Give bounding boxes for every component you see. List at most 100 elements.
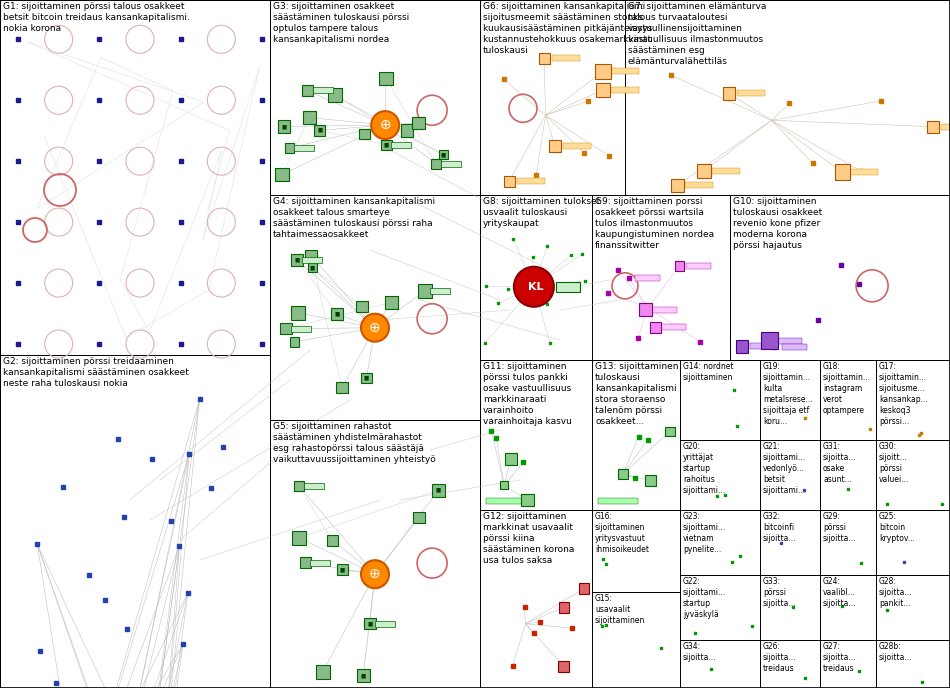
Bar — [556, 282, 580, 292]
Bar — [761, 332, 778, 349]
Text: ⊕: ⊕ — [379, 118, 391, 132]
Bar — [876, 440, 950, 510]
Bar — [850, 169, 879, 175]
Bar — [276, 168, 290, 182]
Bar — [291, 254, 303, 266]
Bar — [697, 164, 711, 178]
Bar — [777, 338, 803, 343]
Bar — [680, 575, 760, 640]
Text: G28b:
sijoitta...: G28b: sijoitta... — [879, 642, 913, 662]
Bar — [760, 360, 820, 440]
Text: G7: sijoittaminen elämänturva
talous turvaataloutesi
vastuullinensijoittaminen
v: G7: sijoittaminen elämänturva talous tur… — [628, 2, 767, 67]
Text: ⊕: ⊕ — [370, 567, 381, 581]
Text: G6: sijoittaminen kansankapitalismi
sijoitusmeemit säästäminen stonks
kuukausisä: G6: sijoittaminen kansankapitalismi sijo… — [483, 2, 653, 56]
Text: G28:
sijoitta...
pankit...: G28: sijoitta... pankit... — [879, 577, 913, 608]
Bar — [401, 125, 413, 137]
Bar — [432, 484, 445, 497]
Bar — [278, 120, 290, 133]
Bar — [337, 564, 348, 575]
Text: G12: sijoittaminen
markkinat usavaalit
pörssi kiina
säästäminen korona
usa tulos: G12: sijoittaminen markkinat usavaalit p… — [483, 512, 575, 566]
Bar — [439, 150, 448, 160]
Bar — [737, 90, 765, 96]
Bar — [680, 510, 760, 575]
Bar — [411, 116, 425, 129]
Bar — [592, 510, 680, 592]
Bar — [625, 0, 950, 195]
Bar — [313, 87, 332, 94]
Bar — [280, 323, 292, 334]
Bar — [336, 382, 348, 394]
Bar — [760, 640, 820, 688]
Text: G26:
sijoitta...
treidaus: G26: sijoitta... treidaus — [763, 642, 796, 673]
Text: ■: ■ — [384, 142, 389, 147]
Bar — [760, 575, 820, 640]
Bar — [559, 661, 569, 671]
Text: ■: ■ — [334, 312, 340, 317]
Circle shape — [361, 314, 389, 342]
Text: G17:
sijoittamin...
sijoitusme...
kansankap...
keskoq3
pörssi...: G17: sijoittamin... sijoitusme... kansan… — [879, 362, 928, 427]
Bar — [270, 195, 480, 420]
Bar — [311, 560, 331, 566]
Bar — [760, 440, 820, 510]
Text: G8: sijoittaminen tulokset
usvaalit tuloskausi
yrityskaupat: G8: sijoittaminen tulokset usvaalit tulo… — [483, 197, 600, 228]
Bar — [549, 140, 560, 151]
Bar — [294, 145, 314, 151]
Bar — [305, 250, 317, 262]
Bar — [539, 53, 550, 64]
Bar — [638, 303, 653, 316]
Text: G24:
vaalibl...
sijoitta...: G24: vaalibl... sijoitta... — [823, 577, 857, 608]
Bar — [291, 325, 311, 332]
Bar — [834, 164, 850, 180]
Bar — [563, 143, 591, 149]
Text: G2: sijoittaminen pörssi treidaaminen
kansankapitalismi säästäminen osakkeet
nes: G2: sijoittaminen pörssi treidaaminen ka… — [3, 357, 189, 388]
Bar — [674, 261, 684, 270]
Text: ⊕: ⊕ — [370, 321, 381, 334]
Text: G11: sijoittaminen
pörssi tulos pankki
osake vastuullisuus
markkinaraati
varainh: G11: sijoittaminen pörssi tulos pankki o… — [483, 362, 572, 427]
Bar — [379, 72, 393, 85]
Bar — [328, 535, 338, 546]
Text: G31:
sijoitta...
osake
asunt...: G31: sijoitta... osake asunt... — [823, 442, 857, 484]
Bar — [391, 142, 411, 148]
Bar — [480, 360, 592, 510]
Bar — [712, 168, 740, 174]
Bar — [820, 575, 876, 640]
Circle shape — [514, 267, 554, 307]
Text: G25:
bitcoin
kryptov...: G25: bitcoin kryptov... — [879, 512, 915, 544]
Bar — [486, 498, 526, 504]
Bar — [522, 494, 534, 506]
Bar — [736, 341, 749, 353]
Bar — [359, 129, 370, 140]
Bar — [418, 284, 432, 298]
Bar — [294, 481, 304, 491]
Bar — [270, 0, 480, 195]
Bar — [559, 602, 569, 612]
Circle shape — [371, 111, 399, 139]
Text: G19:
sijoittamin...
kulta
metalsrese...
sijoittaja etf
koru...: G19: sijoittamin... kulta metalsrese... … — [763, 362, 812, 427]
Bar — [597, 83, 610, 97]
Bar — [300, 557, 311, 568]
Bar — [760, 510, 820, 575]
Bar — [441, 161, 461, 167]
Text: ■: ■ — [294, 257, 299, 262]
Bar — [680, 440, 760, 510]
Text: ■: ■ — [436, 488, 441, 493]
Bar — [686, 263, 711, 269]
Bar — [517, 178, 545, 184]
Bar — [0, 355, 270, 688]
Text: G21:
sijoittami...
vedonlyö...
betsit
sijoittami...: G21: sijoittami... vedonlyö... betsit si… — [763, 442, 807, 495]
Bar — [361, 372, 371, 383]
Bar — [385, 296, 398, 309]
Bar — [270, 420, 480, 688]
Bar — [592, 360, 680, 510]
Bar — [332, 308, 343, 321]
Bar — [308, 263, 317, 272]
Bar — [618, 469, 628, 480]
Text: ■: ■ — [340, 568, 345, 572]
Text: G32:
bitcoinfi
sijoitta...: G32: bitcoinfi sijoitta... — [763, 512, 796, 544]
Text: G5: sijoittaminen rahastot
säästäminen yhdistelmärahastot
esg rahastopörssi talo: G5: sijoittaminen rahastot säästäminen y… — [273, 422, 436, 464]
Text: ■: ■ — [310, 265, 314, 270]
Bar — [381, 140, 391, 150]
Bar — [592, 592, 680, 688]
Text: G33:
pörssi
sijoitta...: G33: pörssi sijoitta... — [763, 577, 796, 608]
Bar — [302, 85, 314, 96]
